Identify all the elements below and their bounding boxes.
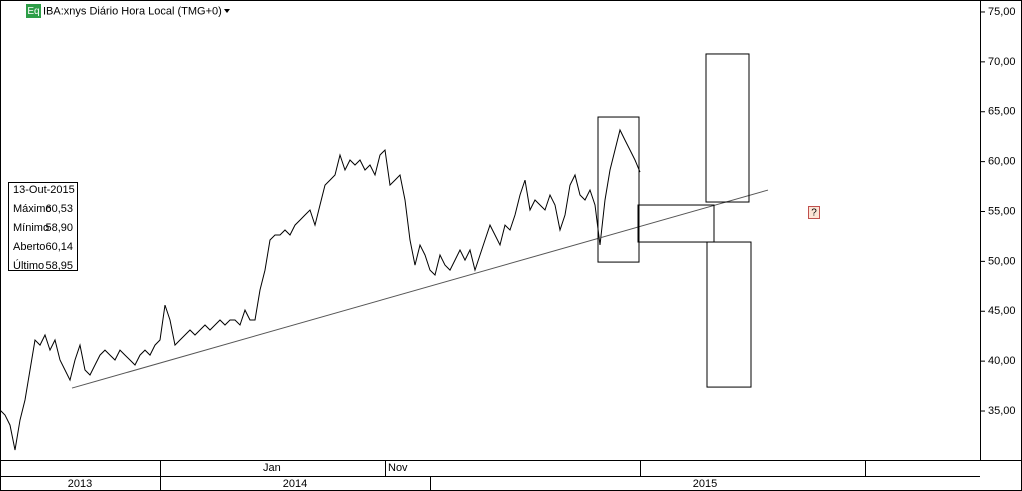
help-icon[interactable] bbox=[808, 206, 820, 219]
info-value: 58,90 bbox=[45, 222, 73, 234]
info-frame bbox=[8, 182, 78, 271]
drawing-box bbox=[706, 241, 752, 388]
trendline bbox=[71, 189, 769, 389]
drawing-box bbox=[705, 53, 750, 203]
badge[interactable] bbox=[26, 4, 41, 18]
info-label: Último bbox=[13, 259, 44, 272]
x-tick-label: Nov bbox=[388, 462, 408, 474]
y-tick-label: 50,00 bbox=[988, 255, 1016, 267]
x-year-label: 2015 bbox=[693, 478, 717, 490]
price-line bbox=[0, 128, 641, 451]
y-tick-label: 70,00 bbox=[988, 56, 1016, 68]
badge-text: Eq bbox=[27, 6, 39, 17]
info-value: 60,53 bbox=[45, 203, 73, 215]
y-tick-label: 35,00 bbox=[988, 405, 1016, 417]
info-label: Mínimo bbox=[13, 222, 49, 234]
drawing-box bbox=[637, 204, 715, 243]
info-label: Máximo bbox=[13, 203, 52, 215]
y-tick-label: 65,00 bbox=[988, 106, 1016, 118]
help-icon-text: ? bbox=[811, 208, 817, 219]
y-tick-label: 40,00 bbox=[988, 355, 1016, 367]
y-tick-label: 60,00 bbox=[988, 156, 1016, 168]
x-year-label: 2013 bbox=[68, 478, 92, 490]
y-tick-label: 45,00 bbox=[988, 305, 1016, 317]
x-year-label: 2014 bbox=[283, 478, 307, 490]
info-value: 60,14 bbox=[45, 241, 73, 253]
dropdown-arrow[interactable] bbox=[224, 9, 230, 13]
drawing-box bbox=[597, 116, 640, 263]
info-label: Aberto bbox=[13, 241, 45, 253]
chart-title[interactable]: IBA:xnys Diário Hora Local (TMG+0) bbox=[43, 5, 222, 17]
x-tick-label: Jan bbox=[263, 462, 281, 474]
y-tick-label: 55,00 bbox=[988, 205, 1016, 217]
info-date: 13-Out-2015 bbox=[13, 184, 75, 196]
y-tick-label: 75,00 bbox=[988, 6, 1016, 18]
info-value: 58,95 bbox=[45, 260, 73, 272]
